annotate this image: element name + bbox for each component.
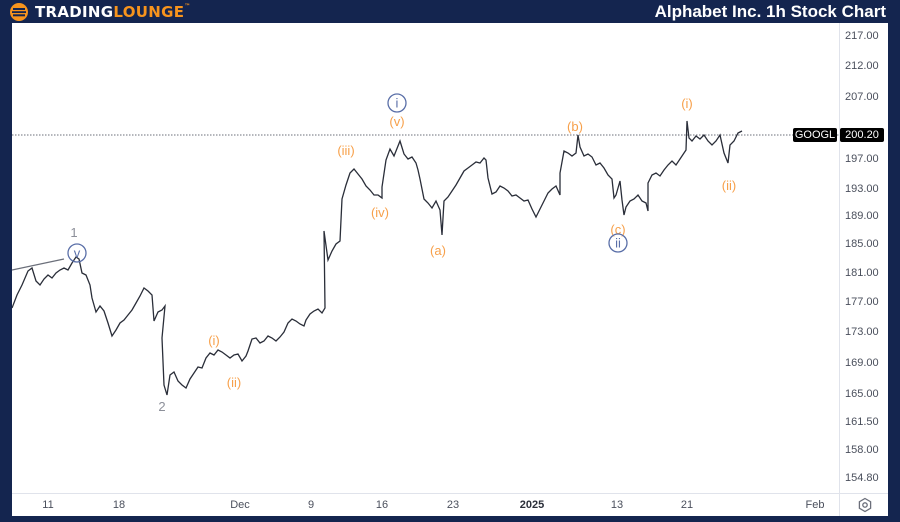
price-tick: 193.00 [845, 183, 879, 195]
logo-globe-icon [10, 3, 28, 21]
price-tick: 207.00 [845, 91, 879, 103]
time-tick: 13 [610, 499, 624, 511]
price-tick: 217.00 [845, 30, 879, 42]
wave-label: i [396, 96, 399, 111]
last-price-badge: 200.20 [840, 128, 884, 142]
time-tick: 18 [112, 499, 126, 511]
wave-label: (iv) [371, 205, 389, 220]
wave-circle-marker [387, 93, 407, 113]
symbol-badge: GOOGL [793, 128, 837, 142]
price-tick: 173.00 [845, 326, 879, 338]
time-tick: 16 [375, 499, 389, 511]
time-tick: 2025 [519, 499, 545, 511]
wave-circle-marker [608, 233, 628, 253]
price-tick: 189.00 [845, 210, 879, 222]
wave-label: (i) [681, 96, 693, 111]
chart-title: Alphabet Inc. 1h Stock Chart [654, 2, 886, 21]
wave-label: v [74, 246, 81, 261]
wave-label: (c) [610, 222, 625, 237]
time-tick: 23 [446, 499, 460, 511]
trendline [12, 258, 65, 271]
price-tick: 154.80 [845, 472, 879, 484]
time-tick: Dec [230, 499, 250, 511]
price-series [12, 120, 743, 396]
wave-circle-marker [67, 243, 87, 263]
time-axis-divider [12, 493, 888, 494]
wave-label: (a) [430, 243, 446, 258]
wave-label: (iii) [337, 143, 354, 158]
wave-label: (ii) [227, 375, 241, 390]
time-tick: 21 [680, 499, 694, 511]
price-tick: 169.00 [845, 357, 879, 369]
wave-label: (v) [389, 114, 404, 129]
tradinglounge-logo: TRADINGLOUNGE™ [9, 2, 191, 22]
wave-label: 2 [158, 399, 165, 414]
time-tick: Feb [805, 499, 825, 511]
logo-trading-text: TRADING [35, 3, 114, 21]
chart-settings-icon[interactable] [857, 497, 873, 513]
wave-label: ii [615, 236, 621, 251]
logo-text: TRADINGLOUNGE™ [35, 3, 191, 21]
time-tick: 9 [307, 499, 315, 511]
wave-label: (b) [567, 119, 583, 134]
price-chart[interactable]: 1 v 2 (i) (ii) (iii) (iv) i (v) (a) (b) (c)ii (i) (ii… [12, 23, 839, 493]
price-tick: 158.00 [845, 444, 879, 456]
logo-trademark: ™ [184, 3, 191, 10]
wave-label: 1 [70, 225, 77, 240]
price-tick: 161.50 [845, 416, 879, 428]
price-tick: 181.00 [845, 267, 879, 279]
wave-label: (ii) [722, 178, 736, 193]
price-tick: 165.00 [845, 388, 879, 400]
wave-label: (i) [208, 333, 220, 348]
price-tick: 212.00 [845, 60, 879, 72]
price-tick: 197.00 [845, 153, 879, 165]
logo-lounge-text: LOUNGE [113, 3, 185, 21]
chart-panel[interactable]: 1 v 2 (i) (ii) (iii) (iv) i (v) (a) (b) (c) ii (i) (ii… [12, 23, 888, 516]
header-bar: TRADINGLOUNGE™ Alphabet Inc. 1h Stock Ch… [0, 0, 900, 23]
price-axis-divider [839, 23, 840, 516]
time-tick: 11 [42, 499, 54, 511]
wave-annotations: 1 v 2 (i) (ii) (iii) (iv) i (v) (a) (b) (c)ii (i) (ii… [67, 93, 736, 414]
price-tick: 177.00 [845, 296, 879, 308]
price-tick: 185.00 [845, 238, 879, 250]
